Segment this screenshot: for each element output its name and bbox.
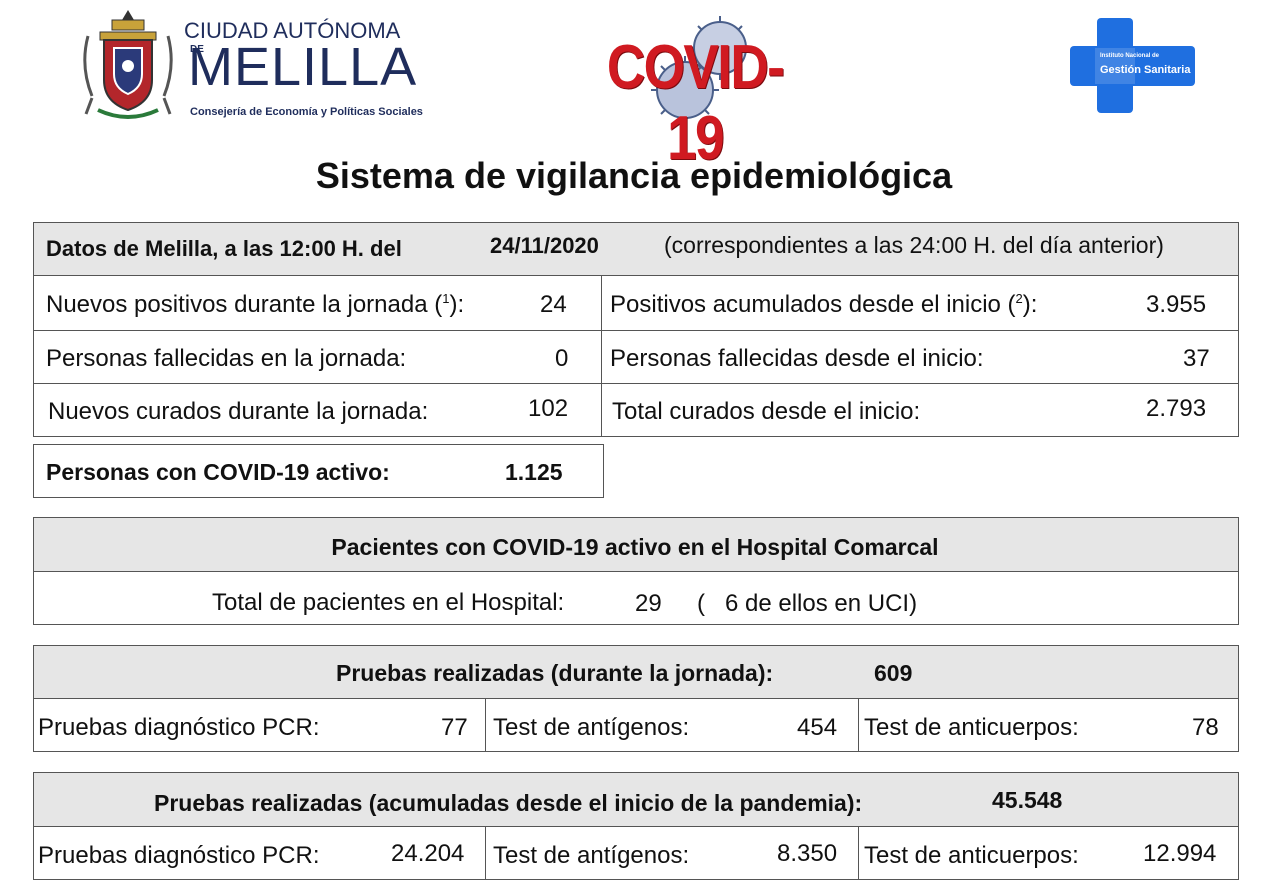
cumulative-positives-text: Positivos acumulados desde el inicio ( (610, 291, 1016, 318)
deaths-day-label: Personas fallecidas en la jornada: (46, 345, 407, 372)
hospital-uci: 6 de ellos en UCI) (725, 590, 918, 617)
divider (33, 571, 1239, 572)
tests-cumulative-antigen-value: 8.350 (777, 840, 838, 867)
new-positives-close: ): (449, 291, 465, 318)
melilla-logo-line1: CIUDAD AUTÓNOMA (184, 18, 401, 43)
divider (858, 698, 859, 752)
cumulative-positives-label: Positivos acumulados desde el inicio (2)… (610, 291, 1037, 319)
melilla-logo-de: DE (190, 44, 204, 55)
hospital-title: Pacientes con COVID-19 activo en el Hosp… (331, 534, 939, 560)
divider (485, 826, 486, 880)
melilla-logo-line2: MELILLA (188, 37, 418, 97)
datos-note: (correspondientes a las 24:00 H. del día… (664, 232, 1164, 258)
hospital-paren: ( (697, 590, 705, 617)
footnote-1: 1 (442, 291, 450, 306)
tests-day-pcr-label: Pruebas diagnóstico PCR: (38, 714, 320, 741)
new-positives-text: Nuevos positivos durante la jornada ( (46, 291, 443, 318)
page-title: Sistema de vigilancia epidemiológica (315, 155, 953, 196)
tests-day-total: 609 (874, 660, 913, 686)
tests-day-title: Pruebas realizadas (durante la jornada): (336, 660, 774, 686)
hospital-label: Total de pacientes en el Hospital: (212, 589, 565, 616)
tests-cumulative-antibody-value: 12.994 (1143, 840, 1217, 867)
divider (33, 698, 1239, 699)
ingesa-cross-icon (1070, 18, 1195, 113)
covid19-logo: COVID-19 (575, 8, 815, 173)
tests-day-pcr-value: 77 (441, 714, 468, 741)
footnote-2: 2 (1015, 291, 1023, 306)
recovered-day-value: 102 (528, 395, 569, 422)
active-cases-label: Personas con COVID-19 activo: (46, 459, 390, 485)
tests-cumulative-antigen-label: Test de antígenos: (493, 842, 690, 869)
datos-date: 24/11/2020 (490, 233, 599, 258)
deaths-total-value: 37 (1183, 345, 1210, 372)
tests-day-header (34, 646, 1238, 698)
tests-cumulative-title: Pruebas realizadas (acumuladas desde el … (154, 790, 863, 816)
datos-table (33, 222, 1239, 437)
new-positives-value: 24 (540, 291, 567, 318)
covid19-logo-text: COVID-19 (606, 33, 785, 173)
divider (485, 698, 486, 752)
active-cases-value: 1.125 (505, 459, 563, 485)
tests-cumulative-header (34, 773, 1238, 826)
ingesa-logo-line1: Instituto Nacional de (1100, 53, 1160, 59)
virus-icon (651, 16, 752, 124)
coat-of-arms-icon (83, 10, 173, 119)
tests-cumulative-total: 45.548 (992, 787, 1063, 813)
deaths-day-value: 0 (555, 345, 569, 372)
hospital-header (34, 518, 1238, 571)
cumulative-positives-close: ): (1022, 291, 1038, 318)
tests-day-antigen-label: Test de antígenos: (493, 714, 690, 741)
divider (33, 383, 1239, 384)
datos-header (34, 223, 1238, 275)
cumulative-positives-value: 3.955 (1146, 291, 1207, 318)
divider (33, 275, 1239, 276)
hospital-value: 29 (635, 590, 662, 617)
melilla-logo-line3: Consejería de Economía y Políticas Socia… (190, 106, 423, 118)
divider (33, 330, 1239, 331)
tests-cumulative-pcr-value: 24.204 (391, 840, 465, 867)
tests-cumulative-antibody-label: Test de anticuerpos: (864, 842, 1079, 869)
datos-label: Datos de Melilla, a las 12:00 H. del (46, 236, 402, 261)
tests-day-antibody-label: Test de anticuerpos: (864, 714, 1079, 741)
tests-day-antibody-value: 78 (1192, 714, 1219, 741)
ingesa-logo: Instituto Nacional de Gestión Sanitaria (1070, 18, 1195, 113)
new-positives-label: Nuevos positivos durante la jornada (1): (46, 291, 464, 319)
tests-day-antigen-value: 454 (797, 714, 838, 741)
recovered-total-label: Total curados desde el inicio: (612, 398, 921, 425)
divider (858, 826, 859, 880)
tests-cumulative-pcr-label: Pruebas diagnóstico PCR: (38, 842, 320, 869)
divider (601, 275, 602, 437)
recovered-total-value: 2.793 (1146, 395, 1207, 422)
melilla-logo: CIUDAD AUTÓNOMA DE MELILLA Consejería de… (78, 6, 423, 128)
divider (33, 826, 1239, 827)
active-cases-box (33, 444, 604, 498)
recovered-day-label: Nuevos curados durante la jornada: (48, 398, 429, 425)
ingesa-logo-line2: Gestión Sanitaria (1100, 64, 1191, 76)
deaths-total-label: Personas fallecidas desde el inicio: (610, 345, 984, 372)
